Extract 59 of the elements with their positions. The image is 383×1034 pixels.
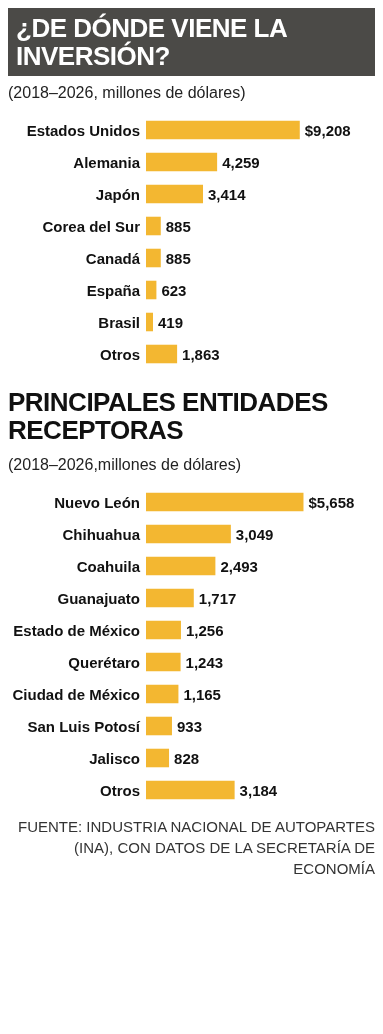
y-tick-label: Japón — [95, 185, 140, 203]
y-tick-label: Querétaro — [68, 653, 140, 671]
y-tick-label: Ciudad de México — [12, 685, 140, 703]
data-label: $9,208 — [304, 121, 351, 139]
y-tick-label: Otros — [99, 781, 140, 799]
data-label: 933 — [176, 717, 202, 735]
data-label: 1,863 — [182, 345, 220, 363]
y-tick-label: San Luis Potosí — [27, 717, 141, 735]
source-note: FUENTE: INDUSTRIA NACIONAL DE AUTOPARTES (INA), CON DATOS DE LA SECRETARÍA DE ECONOMÍA — [17, 817, 375, 879]
chart-title: PRINCIPALES ENTIDADES RECEPTORAS — [8, 386, 329, 447]
bar — [146, 280, 157, 300]
data-label: 3,414 — [208, 185, 247, 203]
y-tick-label: Nuevo León — [54, 493, 140, 511]
data-label: 1,256 — [185, 621, 224, 639]
bar — [146, 344, 178, 364]
y-tick-label: Brasil — [98, 313, 140, 331]
data-label: 4,259 — [222, 153, 260, 171]
y-tick-label: Chihuahua — [62, 525, 141, 543]
y-tick-label: Corea del Sur — [42, 217, 141, 235]
data-label: 1,243 — [185, 653, 224, 671]
data-label: 1,717 — [198, 589, 237, 607]
data-label: $5,658 — [308, 493, 355, 511]
y-tick-label: Jalisco — [89, 749, 140, 767]
bar — [146, 492, 304, 512]
bar — [146, 652, 181, 672]
bar — [146, 620, 181, 640]
y-tick-label: Coahuila — [76, 557, 141, 575]
y-tick-label: Guanajuato — [57, 589, 140, 607]
data-label: 3,049 — [235, 525, 274, 543]
bar — [146, 312, 153, 332]
bar — [146, 524, 231, 544]
bar — [146, 152, 218, 172]
data-label: 2,493 — [220, 557, 258, 575]
y-tick-label: Estado de México — [13, 621, 140, 639]
bar — [146, 748, 170, 768]
bar — [146, 588, 194, 608]
y-tick-label: Otros — [99, 345, 140, 363]
data-label: 885 — [165, 249, 191, 267]
chart-subtitle: (2018–2026, millones de dólares) — [8, 84, 247, 102]
y-tick-label: España — [86, 281, 141, 299]
bar — [146, 780, 235, 800]
bar — [146, 684, 179, 704]
data-label: 3,184 — [239, 781, 278, 799]
data-label: 1,165 — [183, 685, 221, 703]
bar — [146, 184, 204, 204]
data-label: 623 — [161, 281, 187, 299]
bar — [146, 216, 161, 236]
y-tick-label: Estados Unidos — [26, 121, 140, 139]
bar — [146, 716, 172, 736]
chart-title: ¿DE DÓNDE VIENE LA INVERSIÓN? — [8, 8, 375, 76]
bar — [146, 248, 161, 268]
bar — [146, 556, 216, 576]
data-label: 419 — [158, 313, 184, 331]
bar — [146, 120, 300, 140]
data-label: 828 — [174, 749, 200, 767]
y-tick-label: Alemania — [73, 153, 141, 171]
chart-subtitle: (2018–2026,millones de dólares) — [8, 456, 243, 474]
y-tick-label: Canadá — [85, 249, 141, 267]
data-label: 885 — [165, 217, 191, 235]
